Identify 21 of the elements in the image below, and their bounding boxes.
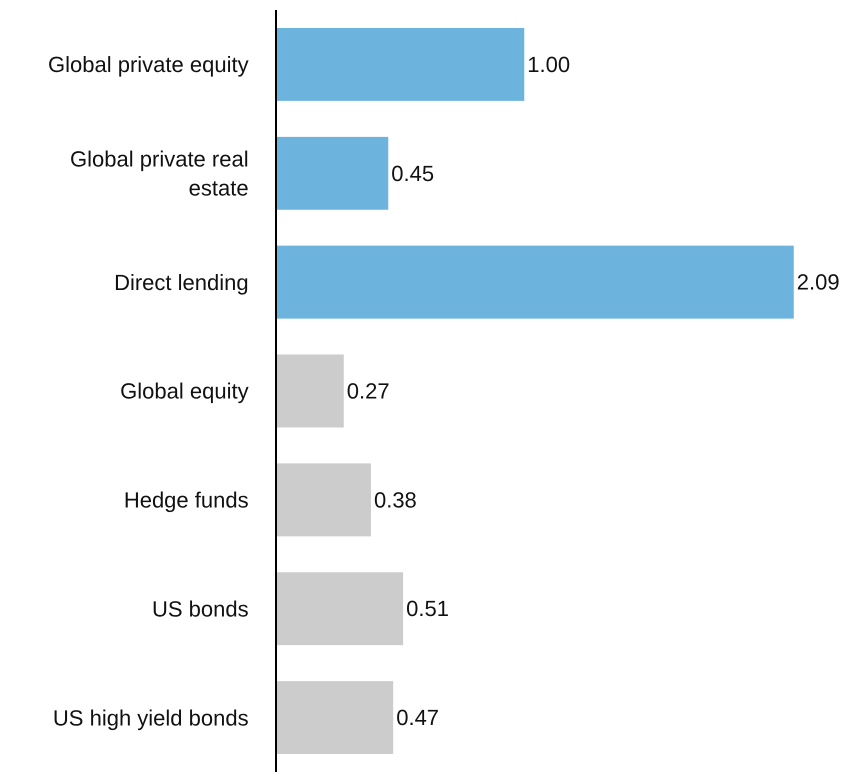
- y-tick-label: Global private equity: [48, 52, 249, 78]
- y-tick-label: US high yield bonds: [52, 705, 249, 730]
- data-label: 0.47: [396, 705, 440, 730]
- y-tick-label: Direct lending: [114, 270, 249, 295]
- y-tick-label: Global private real estate: [70, 146, 249, 200]
- bar: [277, 463, 371, 536]
- bar: [277, 28, 524, 101]
- data-label: 0.27: [346, 378, 390, 404]
- y-tick-label: Hedge funds: [124, 488, 249, 513]
- bar: [277, 246, 794, 319]
- data-label: 0.51: [406, 596, 449, 622]
- bar: [277, 136, 388, 210]
- data-label: 1.00: [527, 52, 570, 77]
- bar: [277, 681, 394, 754]
- y-tick-label: Global equity: [120, 378, 249, 404]
- data-label: 0.38: [374, 487, 417, 512]
- bar: [277, 572, 404, 646]
- y-tick-label: US bonds: [152, 596, 249, 622]
- data-label: 2.09: [796, 270, 840, 295]
- bar: [277, 354, 344, 428]
- data-label: 0.45: [391, 160, 434, 186]
